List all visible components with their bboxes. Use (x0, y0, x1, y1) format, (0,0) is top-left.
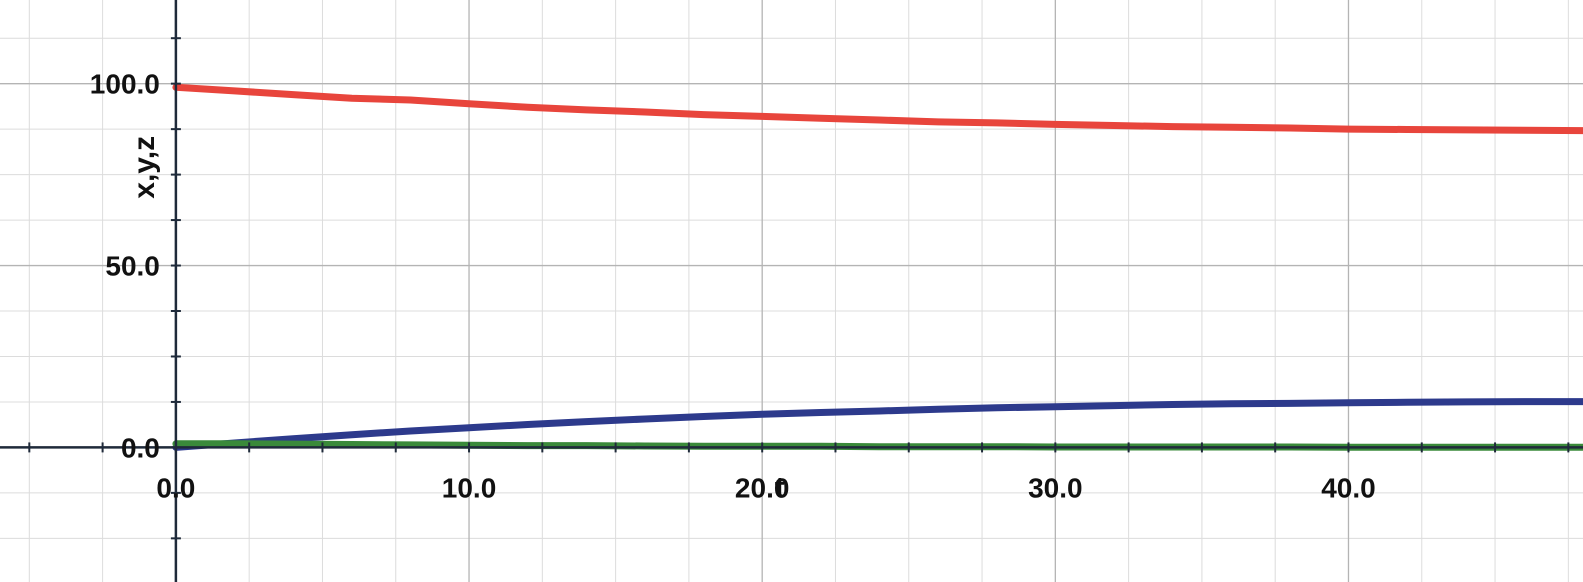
tick-labels: 0.0 10.0 20.0 30.0 40.0 0.0 50.0 100.0 (90, 69, 1376, 504)
tick-marks (28, 37, 1570, 540)
x-tick-label: 20.0 (735, 472, 790, 503)
y-axis-title: x,y,z (128, 136, 161, 199)
series-line-2 (172, 398, 1583, 451)
y-tick-label: 0.0 (121, 432, 160, 463)
y-tick-label: 50.0 (105, 251, 160, 282)
x-tick-label: 0.0 (156, 472, 195, 503)
x-tick-label: 40.0 (1321, 472, 1376, 503)
x-axis-title: t (775, 471, 785, 504)
x-tick-label: 10.0 (442, 472, 497, 503)
x-tick-label: 30.0 (1028, 472, 1083, 503)
series-line-1 (172, 83, 1583, 135)
y-tick-label: 100.0 (90, 69, 160, 100)
series-layer (172, 83, 1583, 451)
